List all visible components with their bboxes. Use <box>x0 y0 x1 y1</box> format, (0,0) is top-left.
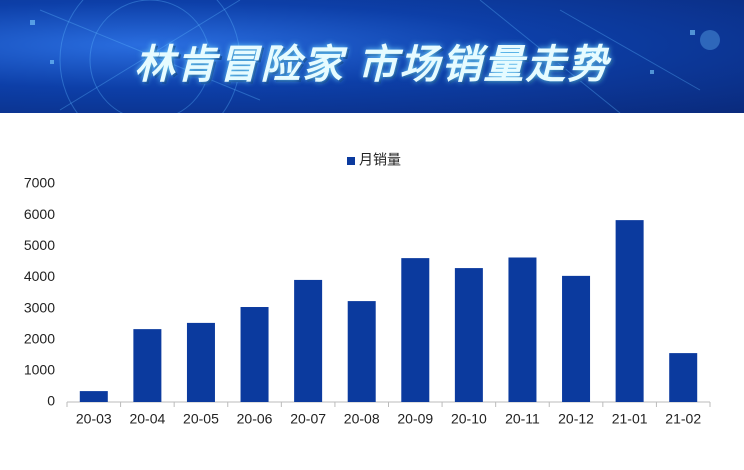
x-tick-label: 20-07 <box>290 411 326 427</box>
x-tick-label: 21-01 <box>612 411 648 427</box>
banner-decoration <box>30 0 720 113</box>
x-tick-label: 20-08 <box>344 411 380 427</box>
bar <box>79 391 108 402</box>
y-tick-label: 1000 <box>24 362 55 378</box>
chart: 0 1000 2000 3000 4000 5000 6000 7000 月销量 20-03 20-… <box>24 152 711 427</box>
chart-title: 林肯冒险家 市场销量走势 <box>134 43 610 87</box>
y-tick-label: 3000 <box>24 299 55 315</box>
x-tick-label: 20-11 <box>505 411 540 427</box>
x-tick-label: 20-06 <box>237 411 273 427</box>
bar <box>401 258 430 402</box>
x-tick-label: 20-10 <box>451 411 487 427</box>
x-tick-label: 20-09 <box>397 411 433 427</box>
y-tick-label: 2000 <box>24 330 55 346</box>
legend-swatch <box>347 157 355 165</box>
x-tick-label: 20-12 <box>558 411 594 427</box>
y-tick-label: 4000 <box>24 268 55 284</box>
bar <box>133 329 162 402</box>
bar <box>508 257 537 402</box>
y-tick-label: 5000 <box>24 237 55 253</box>
bar <box>669 353 698 402</box>
x-tick-label: 20-03 <box>76 411 112 427</box>
y-tick-label: 6000 <box>24 206 55 222</box>
x-tick-label: 20-04 <box>129 411 165 427</box>
bar <box>615 220 644 402</box>
bar <box>454 268 483 402</box>
bar <box>240 307 269 402</box>
banner: 林肯冒险家 市场销量走势 <box>0 0 744 113</box>
y-tick-label: 0 <box>47 393 55 409</box>
legend-label: 月销量 <box>359 152 401 168</box>
bar <box>562 275 591 402</box>
bar <box>294 279 323 402</box>
bar <box>186 322 215 402</box>
bar <box>347 301 376 402</box>
y-tick-label: 7000 <box>24 175 55 191</box>
x-tick-label: 21-02 <box>665 411 701 427</box>
x-tick-label: 20-05 <box>183 411 219 427</box>
